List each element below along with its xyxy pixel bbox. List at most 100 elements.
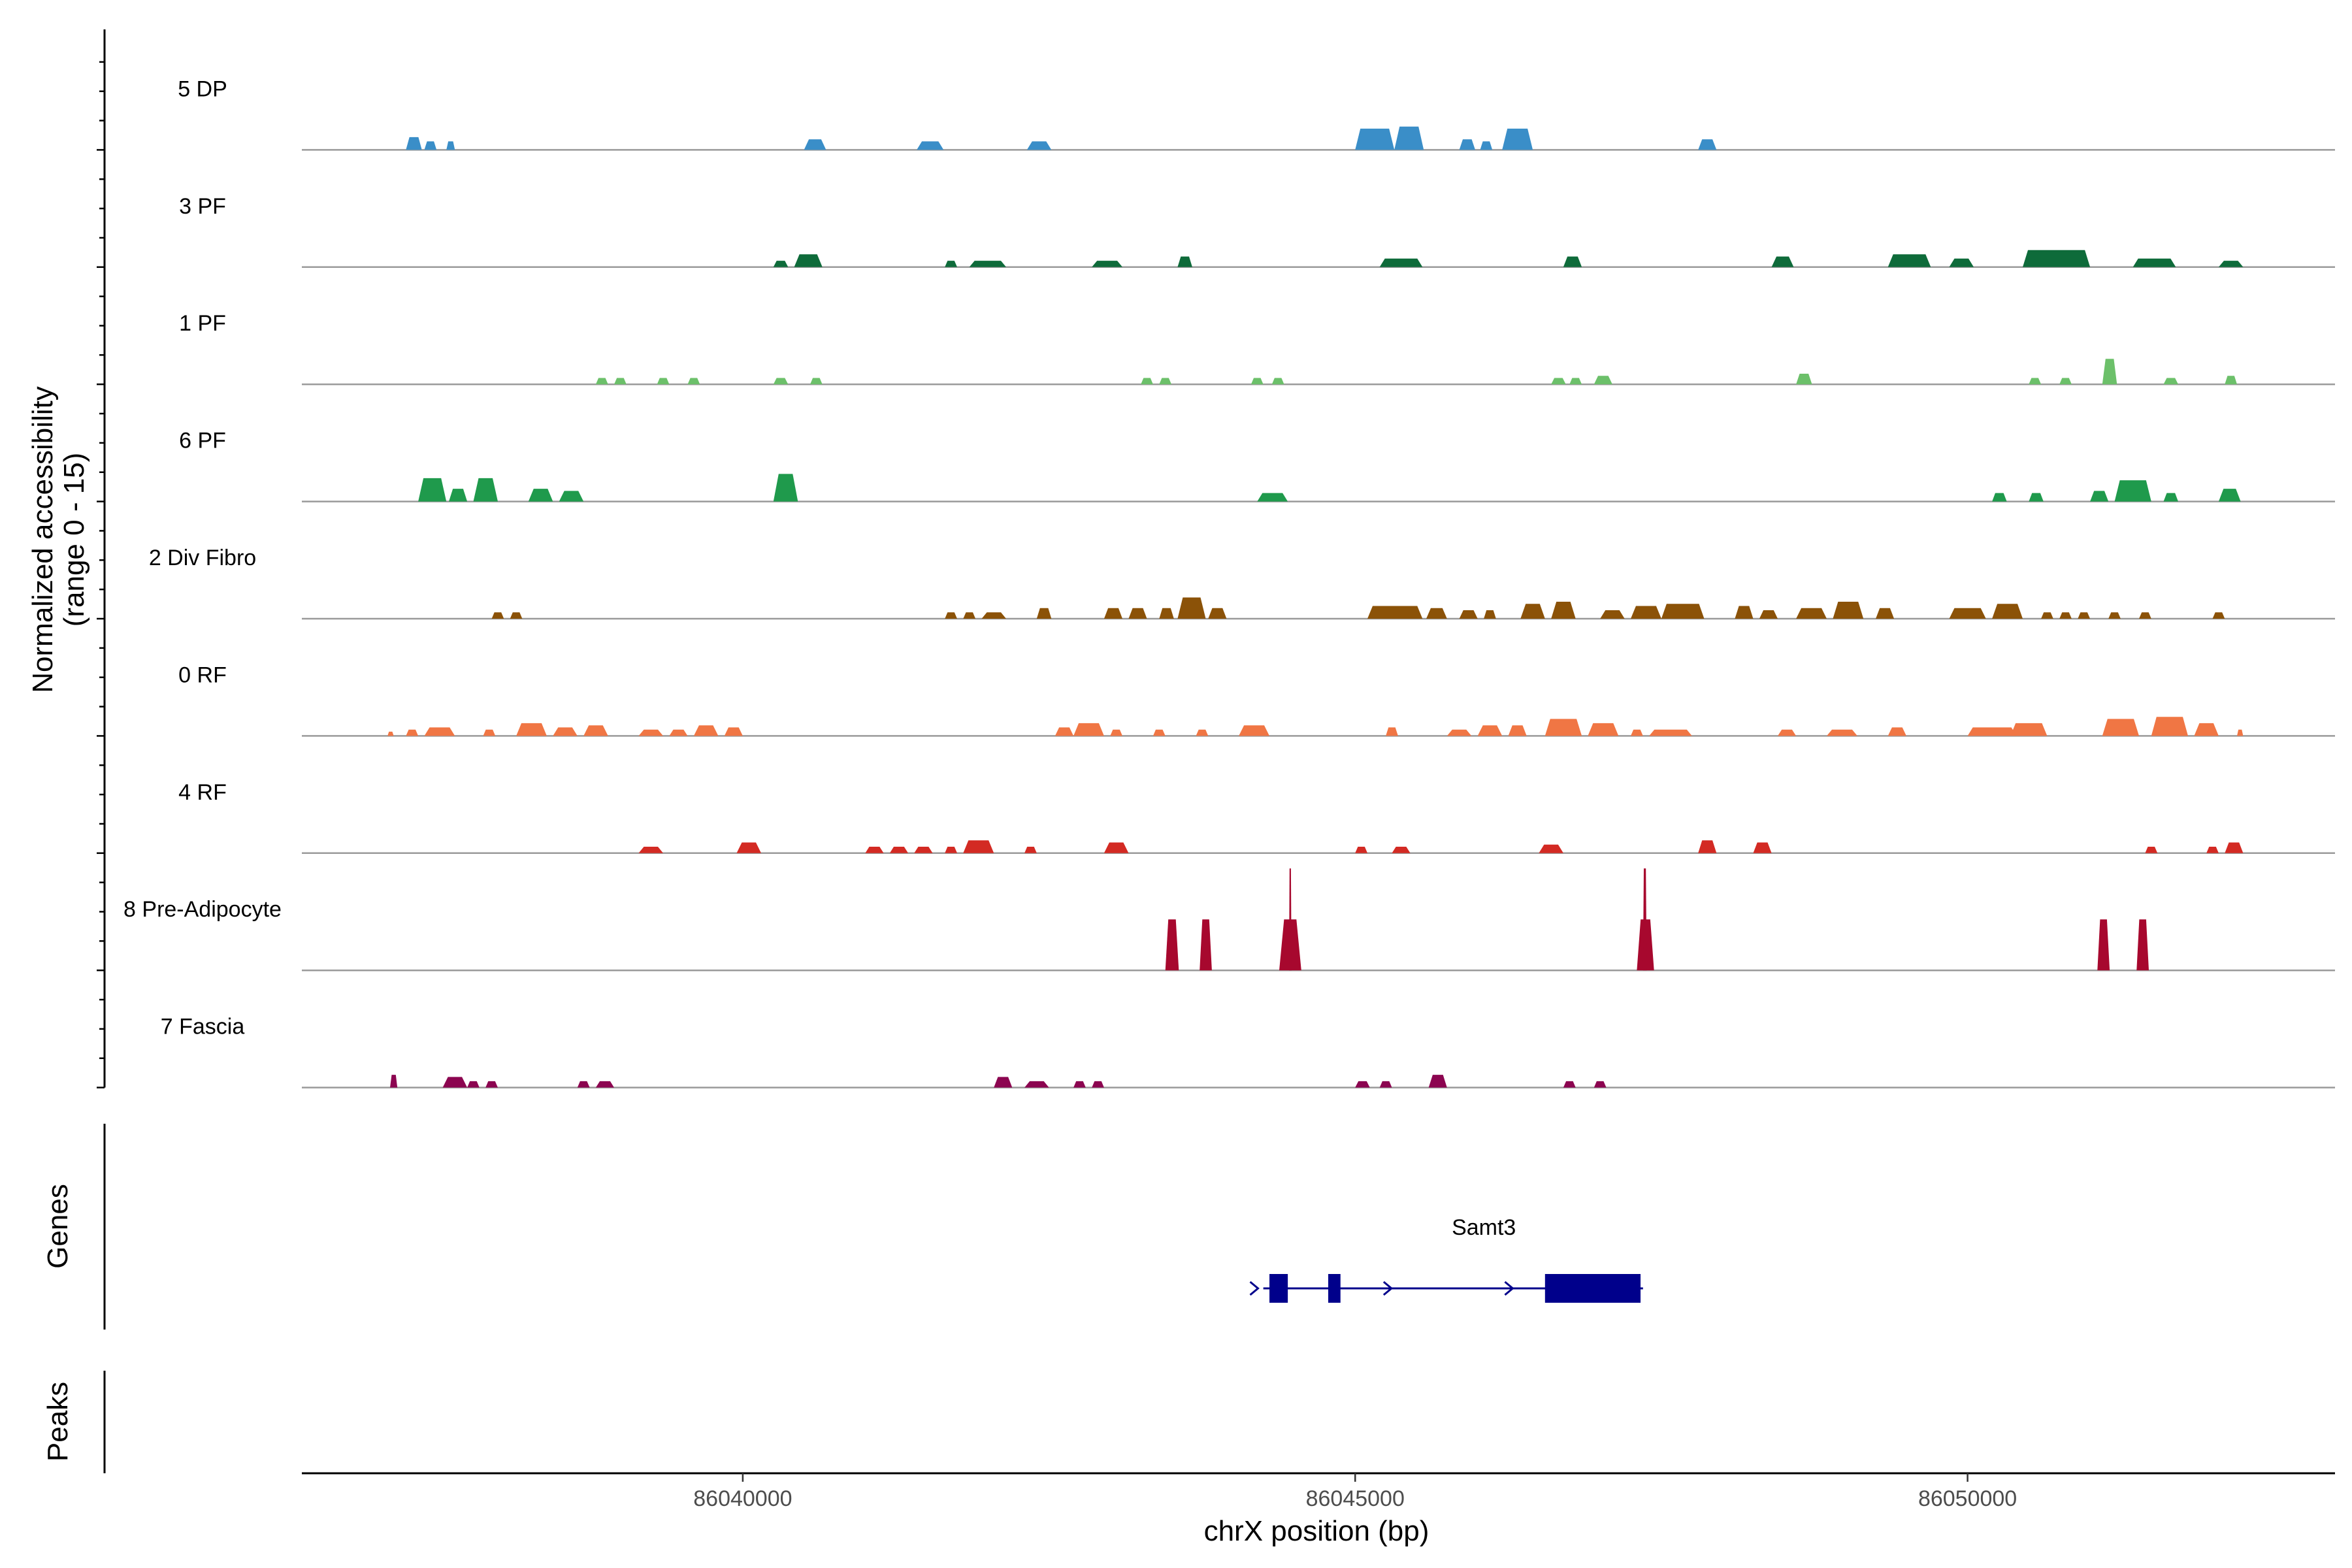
coverage-peak — [1887, 727, 1906, 736]
coverage-peak — [1379, 258, 1423, 267]
coverage-peak — [1698, 139, 1717, 150]
coverage-peak — [1661, 604, 1705, 619]
coverage-peak — [2237, 729, 2244, 736]
coverage-peak — [2097, 919, 2110, 971]
y-axis-title-line2: (range 0 - 15) — [58, 453, 90, 627]
coverage-peak — [1967, 727, 2017, 736]
coverage-peak — [510, 612, 523, 619]
coverage-peak — [1563, 1081, 1576, 1088]
x-tick-label: 86050000 — [1918, 1486, 2017, 1511]
track-6-pf: 6 PF — [179, 429, 2335, 502]
coverage-peak — [1588, 723, 1619, 736]
coverage-peak — [1649, 729, 1692, 736]
coverage-peak — [1949, 258, 1974, 267]
coverage-peak — [2145, 847, 2158, 853]
coverage-peak — [390, 1075, 398, 1088]
coverage-peak — [1735, 606, 1754, 619]
coverage-peak — [1759, 610, 1778, 619]
track-label: 8 Pre-Adipocyte — [123, 897, 282, 922]
coverage-peak — [945, 847, 957, 853]
coverage-peak — [1073, 1081, 1086, 1088]
track-label: 0 RF — [178, 662, 227, 687]
coverage-peak — [865, 847, 884, 853]
coverage-peak — [406, 137, 422, 150]
coverage-peak — [945, 261, 957, 267]
coverage-peak — [1593, 376, 1612, 385]
coverage-peak — [773, 261, 789, 267]
coverage-peak — [1355, 1081, 1370, 1088]
coverage-peak — [2108, 612, 2121, 619]
coverage-peak — [1642, 868, 1647, 971]
coverage-peak — [2218, 261, 2244, 267]
coverage-peak — [424, 141, 437, 150]
coverage-peak — [804, 139, 826, 150]
x-axis-title: chrX position (bp) — [1204, 1515, 1429, 1547]
coverage-peak — [485, 1081, 498, 1088]
coverage-peak — [963, 840, 994, 853]
track-4-rf: 4 RF — [178, 780, 2335, 855]
coverage-peak — [1544, 719, 1582, 736]
coverage-peak — [1771, 256, 1794, 267]
track-1-pf: 1 PF — [179, 311, 2335, 385]
coverage-peak — [1508, 725, 1527, 736]
accessibility-y-axis — [97, 29, 106, 1088]
coverage-peak — [2225, 376, 2237, 385]
coverage-peak — [1459, 610, 1478, 619]
coverage-peak — [994, 1077, 1013, 1088]
coverage-peak — [794, 254, 823, 267]
coverage-peak — [1949, 608, 1986, 619]
coverage-peak — [1428, 1075, 1447, 1088]
coverage-peak — [1355, 128, 1395, 150]
coverage-peak — [1159, 608, 1174, 619]
coverage-peak — [516, 723, 547, 736]
track-label: 2 Div Fibro — [149, 546, 256, 570]
coverage-tracks: 5 DP 3 PF 1 PF 6 PF 2 Div Fibro 0 RF 4 RF 8 Pre… — [123, 76, 2335, 1088]
coverage-peak — [1165, 919, 1179, 971]
coverage-peak — [1208, 608, 1227, 619]
coverage-peak — [2163, 493, 2178, 502]
coverage-peak — [2078, 612, 2091, 619]
coverage-peak — [2212, 612, 2225, 619]
coverage-peak — [914, 847, 933, 853]
coverage-peak — [1484, 610, 1496, 619]
coverage-peak — [449, 489, 468, 502]
strand-arrow — [1382, 1281, 1394, 1296]
coverage-peak — [981, 612, 1006, 619]
coverage-peak — [724, 727, 743, 736]
gene-track: Samt3 — [1249, 1215, 1643, 1303]
track-5-dp: 5 DP — [178, 76, 2335, 151]
coverage-peak — [2102, 359, 2117, 385]
coverage-peak — [773, 474, 798, 502]
coverage-peak — [2132, 258, 2176, 267]
coverage-peak — [2059, 612, 2072, 619]
coverage-peak — [467, 1081, 480, 1088]
x-axis-ticks: 86040000 86045000 86050000 — [693, 1473, 2017, 1511]
coverage-peak — [1239, 725, 1269, 736]
coverage-peak — [1289, 868, 1292, 971]
x-tick-label: 86040000 — [693, 1486, 792, 1511]
coverage-peak — [387, 731, 394, 736]
coverage-peak — [2194, 723, 2219, 736]
coverage-peak — [1128, 608, 1147, 619]
track-label: 5 DP — [178, 76, 227, 101]
coverage-peak — [2136, 919, 2149, 971]
coverage-peak — [1569, 378, 1582, 385]
coverage-peak — [1196, 729, 1209, 736]
coverage-peak — [693, 725, 719, 736]
coverage-peak — [2102, 719, 2139, 736]
coverage-peak — [1024, 1081, 1049, 1088]
coverage-peak — [917, 141, 944, 150]
coverage-peak — [406, 729, 419, 736]
coverage-peak — [1257, 493, 1288, 502]
coverage-peak — [1103, 608, 1122, 619]
coverage-peak — [2023, 250, 2091, 267]
gene-samt3: Samt3 — [1249, 1215, 1643, 1303]
coverage-peak — [1753, 842, 1772, 853]
gene-exon — [1269, 1274, 1288, 1303]
coverage-peak — [1271, 378, 1284, 385]
coverage-peak — [638, 729, 663, 736]
coverage-peak — [1392, 847, 1411, 853]
coverage-peak — [1827, 729, 1857, 736]
coverage-peak — [810, 378, 823, 385]
